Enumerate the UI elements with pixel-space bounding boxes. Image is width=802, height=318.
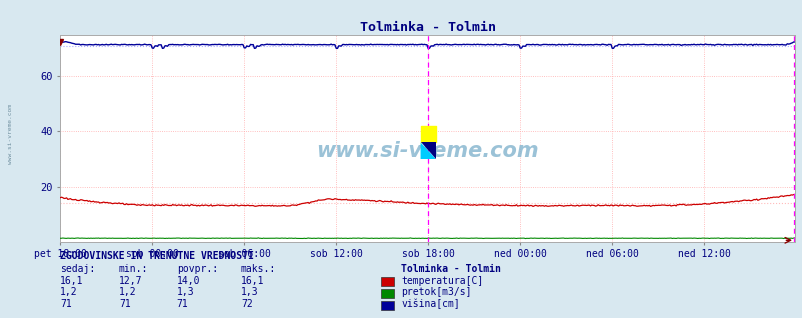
Text: višina[cm]: višina[cm]	[401, 299, 460, 309]
Text: 1,3: 1,3	[176, 287, 194, 297]
Text: 72: 72	[241, 299, 253, 309]
Text: ZGODOVINSKE IN TRENUTNE VREDNOSTI: ZGODOVINSKE IN TRENUTNE VREDNOSTI	[60, 251, 253, 261]
Text: 71: 71	[176, 299, 188, 309]
Text: 12,7: 12,7	[119, 276, 142, 286]
Text: 16,1: 16,1	[60, 276, 83, 286]
Text: 16,1: 16,1	[241, 276, 264, 286]
Text: sedaj:: sedaj:	[60, 264, 95, 274]
Text: www.si-vreme.com: www.si-vreme.com	[8, 104, 13, 163]
Text: www.si-vreme.com: www.si-vreme.com	[316, 141, 538, 161]
Text: 71: 71	[119, 299, 131, 309]
Text: 1,2: 1,2	[119, 287, 136, 297]
Text: Tolminka - Tolmin: Tolminka - Tolmin	[401, 264, 500, 274]
Title: Tolminka - Tolmin: Tolminka - Tolmin	[359, 21, 495, 34]
Polygon shape	[420, 142, 435, 159]
Text: pretok[m3/s]: pretok[m3/s]	[401, 287, 472, 297]
Text: temperatura[C]: temperatura[C]	[401, 276, 483, 286]
Text: 14,0: 14,0	[176, 276, 200, 286]
Text: 71: 71	[60, 299, 72, 309]
Text: maks.:: maks.:	[241, 264, 276, 274]
Text: povpr.:: povpr.:	[176, 264, 217, 274]
Text: min.:: min.:	[119, 264, 148, 274]
Polygon shape	[420, 142, 435, 159]
Text: 1,2: 1,2	[60, 287, 78, 297]
Text: 1,3: 1,3	[241, 287, 258, 297]
